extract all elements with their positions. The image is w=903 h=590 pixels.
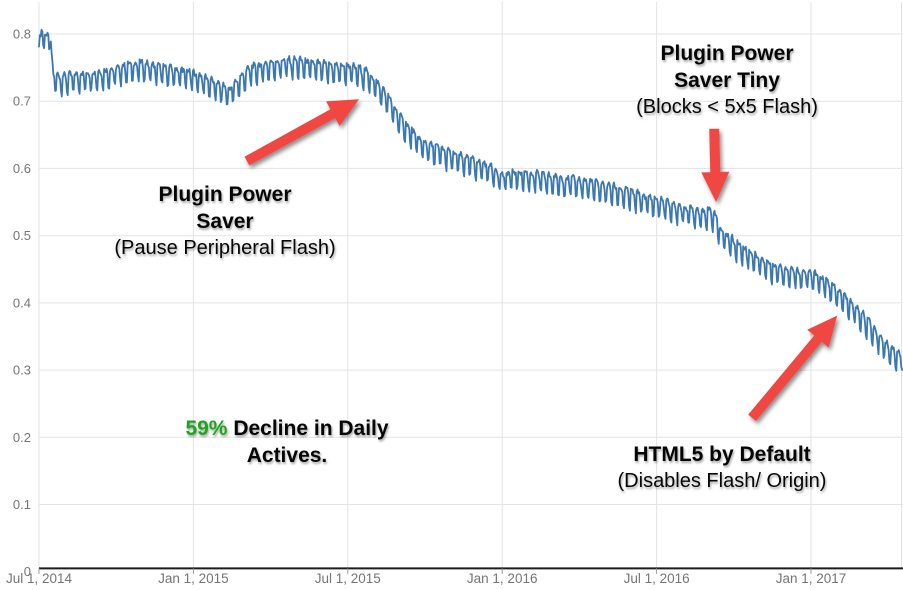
y-axis-tick-label: 0.8 <box>13 27 31 42</box>
axes <box>38 567 903 574</box>
annotation-subtitle: (Blocks < 5x5 Flash) <box>636 96 818 118</box>
annotation-arrows <box>244 99 838 421</box>
x-axis-tick-label: Jul 1, 2014 <box>6 571 73 586</box>
arrow-plugin-power-saver <box>244 99 360 166</box>
y-axis-tick-label: 0.7 <box>13 94 31 109</box>
y-axis-tick-label: 0 <box>24 564 31 579</box>
annotation-plugin-power-saver: Plugin Power Saver (Pause Peripheral Fla… <box>85 181 365 261</box>
y-axis-tick-label: 0.6 <box>13 161 31 176</box>
x-axis-tick-label: Jul 1, 2015 <box>315 571 381 586</box>
annotation-plugin-power-saver-tiny: Plugin Power Saver Tiny (Blocks < 5x5 Fl… <box>587 40 867 120</box>
gridlines <box>38 2 903 569</box>
annotation-title-line: Saver Tiny <box>674 69 780 92</box>
y-axis-tick-label: 0.2 <box>13 430 31 445</box>
annotation-title-line: HTML5 by Default <box>633 443 811 466</box>
y-axis-tick-label: 0.4 <box>13 295 31 310</box>
decline-text: Decline in Daily <box>227 417 389 440</box>
annotation-title-line: Saver <box>196 210 254 233</box>
annotation-title-line: 59% Decline in Daily <box>137 415 437 442</box>
flash-usage-line <box>38 28 903 372</box>
arrow-html5-by-default <box>748 315 838 421</box>
annotation-title-line: Plugin Power <box>660 42 794 65</box>
annotation-html5-by-default: HTML5 by Default (Disables Flash/ Origin… <box>562 441 882 494</box>
annotation-decline-stat: 59% Decline in Daily Actives. <box>137 415 437 469</box>
y-axis-tick-label: 0.1 <box>13 497 31 512</box>
arrow-plugin-power-saver-tiny <box>701 128 730 202</box>
annotation-title-line: Plugin Power <box>158 183 292 206</box>
x-axis-tick-label: Jan 1, 2017 <box>776 571 847 586</box>
data-series-line <box>38 28 903 372</box>
y-axis-tick-label: 0.3 <box>13 363 31 378</box>
x-axis-tick-label: Jan 1, 2015 <box>158 571 229 586</box>
x-axis-tick-label: Jan 1, 2016 <box>467 571 538 586</box>
decline-percentage: 59% <box>185 417 228 440</box>
annotation-subtitle: (Pause Peripheral Flash) <box>114 237 336 259</box>
annotation-subtitle: (Disables Flash/ Origin) <box>617 470 827 492</box>
x-axis-tick-label: Jul 1, 2016 <box>624 571 690 586</box>
annotation-title-line: Actives. <box>246 444 328 467</box>
y-axis-tick-label: 0.5 <box>13 228 31 243</box>
